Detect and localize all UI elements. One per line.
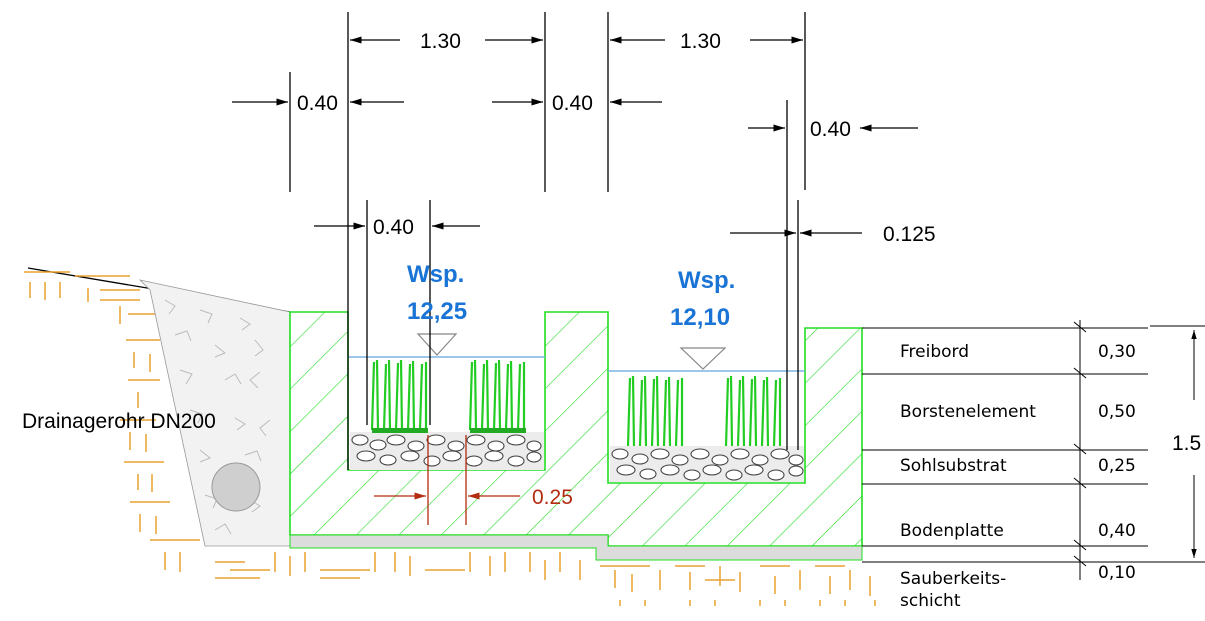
layer-value-sohlsubstrat: 0,25 <box>1098 456 1136 476</box>
drain-pipe-label: Drainagerohr DN200 <box>22 410 216 433</box>
dim-wall-left: 0.40 <box>297 92 338 115</box>
dim-offset: 0.125 <box>883 223 936 246</box>
bristle-element-1a <box>370 359 428 431</box>
dim-wall-middle: 0.40 <box>552 92 593 115</box>
bristle-element-1b <box>468 359 526 431</box>
bristle-element-2a <box>626 375 684 447</box>
dim-total-height: 1.5 <box>1172 432 1201 455</box>
drain-pipe-icon <box>211 462 261 512</box>
layer-label-borstenelement: Borstenelement <box>900 402 1036 422</box>
dim-gap: 0.25 <box>532 486 573 509</box>
blinding-layer <box>289 534 863 561</box>
water-level-marker-1 <box>416 333 458 356</box>
dim-bristle-width: 0.40 <box>373 216 414 239</box>
soil-below <box>164 552 876 606</box>
dim-top-left-width: 1.30 <box>420 30 461 53</box>
layer-legend <box>862 320 1205 580</box>
layer-label-sauberkeitsschicht: Sauberkeits- <box>900 569 1006 589</box>
layer-value-sauberkeitsschicht: 0,10 <box>1098 563 1136 583</box>
dimension-lines <box>232 12 918 470</box>
water-level-label-2: Wsp. <box>678 267 735 294</box>
gravel-backfill <box>138 279 291 547</box>
water-level-value-2: 12,10 <box>670 304 730 331</box>
layer-value-bodenplatte: 0,40 <box>1098 521 1136 541</box>
layer-label-bodenplatte: Bodenplatte <box>900 521 1004 541</box>
dim-wall-right: 0.40 <box>810 118 851 141</box>
dim-top-right-width: 1.30 <box>680 30 721 53</box>
layer-value-borstenelement: 0,50 <box>1098 402 1136 422</box>
layer-label-freibord: Freibord <box>900 342 969 362</box>
layer-label-sohlsubstrat: Sohlsubstrat <box>900 456 1007 476</box>
water-level-value-1: 12,25 <box>407 298 467 325</box>
layer-value-freibord: 0,30 <box>1098 342 1136 362</box>
water-level-marker-2 <box>679 347 727 370</box>
gap-dimension <box>374 435 520 525</box>
bristle-element-2b <box>724 375 782 447</box>
layer-label-sauberkeitsschicht-2: schicht <box>900 591 961 611</box>
water-level-label-1: Wsp. <box>407 261 464 288</box>
